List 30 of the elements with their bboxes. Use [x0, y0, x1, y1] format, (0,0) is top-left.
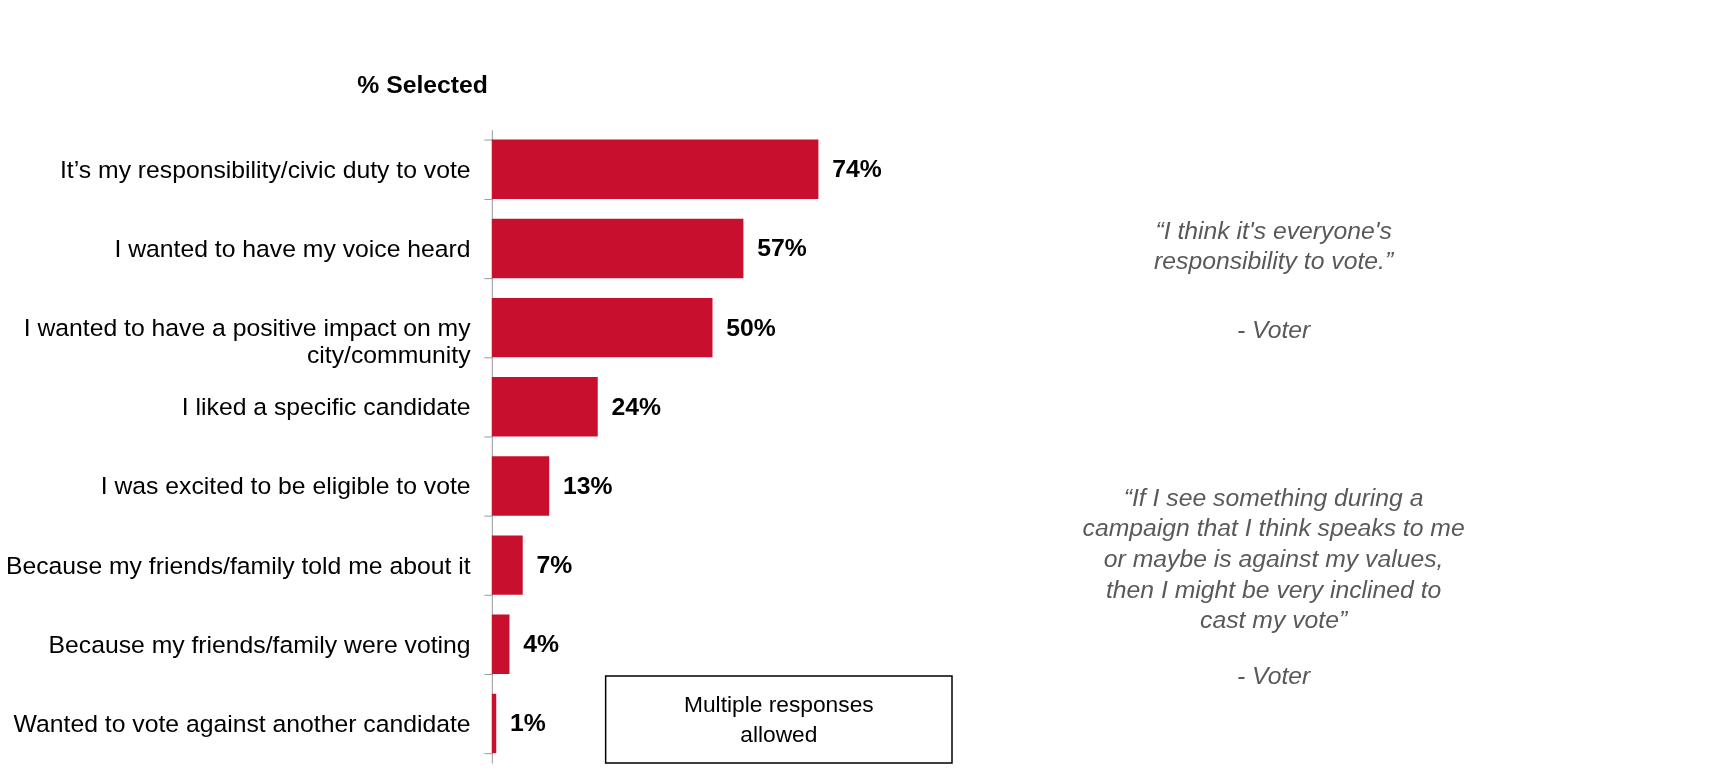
data-label: 7%: [536, 551, 573, 579]
y-tick-label: I liked a specific candidate: [181, 393, 471, 421]
y-tick-label: Because my friends/family were voting: [48, 630, 471, 658]
annotation: Multiple responses allowed: [683, 690, 874, 748]
bar: [491, 297, 713, 358]
y-tick-label: I wanted to have a positive impact on my city/community: [23, 314, 472, 368]
data-label: 24%: [611, 392, 662, 420]
y-tick-label: It’s my responsibility/civic duty to vote: [60, 155, 471, 183]
bar: [491, 377, 598, 437]
text: “If I see something during a campaign that I think speaks to me or maybe is against my values, then I might be very inclined to cast my vote”: [1082, 483, 1465, 634]
bar: [491, 218, 744, 279]
text: - Voter: [1236, 315, 1313, 343]
bar: [491, 456, 550, 516]
text: - Voter: [1236, 661, 1313, 689]
data-label: 74%: [832, 155, 882, 183]
data-label: 57%: [757, 234, 807, 262]
data-label: 13%: [563, 471, 613, 499]
y-tick-label: Wanted to vote against another candidate: [13, 709, 471, 737]
bar: [491, 693, 497, 754]
data-label: 4%: [523, 630, 560, 658]
bar: [491, 535, 523, 595]
data-label: 1%: [510, 709, 546, 737]
chart-title: % Selected: [357, 71, 488, 99]
y-tick-label: I was excited to be eligible to vote: [100, 472, 471, 500]
data-label: 50%: [726, 313, 776, 341]
bar: [491, 614, 510, 674]
y-tick-label: Because my friends/family told me about it: [5, 551, 471, 579]
text: “I think it's everyone's responsibility to vote.”: [1154, 216, 1395, 275]
bar: [491, 139, 819, 199]
y-tick-label: I wanted to have my voice heard: [114, 234, 471, 262]
